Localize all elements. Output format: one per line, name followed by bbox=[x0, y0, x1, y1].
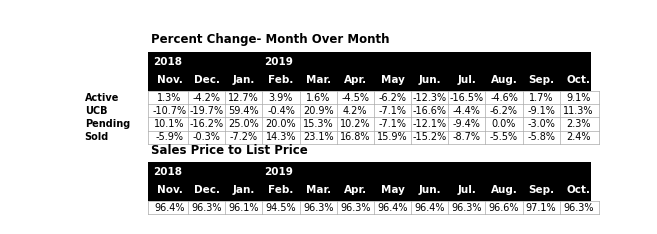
Text: -16.2%: -16.2% bbox=[190, 119, 223, 129]
Text: 96.3%: 96.3% bbox=[303, 203, 333, 213]
Text: 1.6%: 1.6% bbox=[306, 93, 330, 103]
Text: -4.6%: -4.6% bbox=[490, 93, 518, 103]
Text: 2.3%: 2.3% bbox=[566, 119, 591, 129]
Text: Aug.: Aug. bbox=[491, 75, 518, 85]
Text: 11.3%: 11.3% bbox=[563, 106, 593, 116]
Text: Apr.: Apr. bbox=[344, 75, 367, 85]
Text: -12.1%: -12.1% bbox=[413, 119, 447, 129]
Text: -9.4%: -9.4% bbox=[453, 119, 481, 129]
Text: 4.2%: 4.2% bbox=[343, 106, 367, 116]
Text: Feb.: Feb. bbox=[268, 185, 294, 195]
Text: -9.1%: -9.1% bbox=[527, 106, 555, 116]
Text: -12.3%: -12.3% bbox=[413, 93, 447, 103]
Bar bbox=[148, 52, 599, 91]
Text: -6.2%: -6.2% bbox=[490, 106, 518, 116]
Text: 16.8%: 16.8% bbox=[340, 132, 371, 143]
Text: 2019: 2019 bbox=[264, 57, 293, 67]
Text: 59.4%: 59.4% bbox=[229, 106, 259, 116]
Text: Sales Price to List Price: Sales Price to List Price bbox=[151, 144, 307, 157]
Text: Active: Active bbox=[85, 93, 119, 103]
Text: Jul.: Jul. bbox=[457, 75, 476, 85]
Text: 0.0%: 0.0% bbox=[492, 119, 516, 129]
Text: Apr.: Apr. bbox=[344, 185, 367, 195]
Text: -0.4%: -0.4% bbox=[267, 106, 295, 116]
Text: -4.4%: -4.4% bbox=[453, 106, 481, 116]
Text: -3.0%: -3.0% bbox=[527, 119, 555, 129]
Text: 1.3%: 1.3% bbox=[157, 93, 181, 103]
Text: 96.3%: 96.3% bbox=[563, 203, 593, 213]
Text: Mar.: Mar. bbox=[306, 75, 330, 85]
Text: 2018: 2018 bbox=[153, 57, 182, 67]
Text: UCB: UCB bbox=[85, 106, 107, 116]
Bar bbox=[148, 162, 599, 201]
Text: 94.5%: 94.5% bbox=[265, 203, 296, 213]
Text: 10.2%: 10.2% bbox=[340, 119, 371, 129]
Text: Oct.: Oct. bbox=[566, 185, 591, 195]
Text: Jan.: Jan. bbox=[233, 75, 255, 85]
Text: -7.2%: -7.2% bbox=[230, 132, 258, 143]
Text: -16.5%: -16.5% bbox=[450, 93, 484, 103]
Text: Jun.: Jun. bbox=[419, 75, 441, 85]
Text: Dec.: Dec. bbox=[194, 185, 219, 195]
Text: 97.1%: 97.1% bbox=[526, 203, 556, 213]
Text: Jun.: Jun. bbox=[419, 185, 441, 195]
Text: 96.1%: 96.1% bbox=[229, 203, 259, 213]
Text: 96.4%: 96.4% bbox=[154, 203, 185, 213]
Text: Sep.: Sep. bbox=[528, 185, 555, 195]
Text: Jul.: Jul. bbox=[457, 185, 476, 195]
Text: 25.0%: 25.0% bbox=[229, 119, 259, 129]
Text: 15.9%: 15.9% bbox=[377, 132, 408, 143]
Text: 3.9%: 3.9% bbox=[269, 93, 293, 103]
Text: 2018: 2018 bbox=[153, 167, 182, 177]
Text: 96.4%: 96.4% bbox=[377, 203, 408, 213]
Text: 96.3%: 96.3% bbox=[191, 203, 222, 213]
Text: Sep.: Sep. bbox=[528, 75, 555, 85]
Text: -6.2%: -6.2% bbox=[378, 93, 407, 103]
Text: Nov.: Nov. bbox=[156, 185, 183, 195]
Text: Nov.: Nov. bbox=[156, 75, 183, 85]
Text: 96.6%: 96.6% bbox=[489, 203, 519, 213]
Text: -8.7%: -8.7% bbox=[453, 132, 481, 143]
Text: -5.8%: -5.8% bbox=[527, 132, 555, 143]
Text: 14.3%: 14.3% bbox=[265, 132, 296, 143]
Text: 1.7%: 1.7% bbox=[529, 93, 553, 103]
Text: 20.0%: 20.0% bbox=[265, 119, 296, 129]
Text: Jan.: Jan. bbox=[233, 185, 255, 195]
Text: 23.1%: 23.1% bbox=[303, 132, 334, 143]
Text: -10.7%: -10.7% bbox=[152, 106, 187, 116]
Text: May: May bbox=[380, 185, 405, 195]
Text: 10.1%: 10.1% bbox=[154, 119, 185, 129]
Text: Pending: Pending bbox=[85, 119, 130, 129]
Text: 2019: 2019 bbox=[264, 167, 293, 177]
Text: -16.6%: -16.6% bbox=[413, 106, 447, 116]
Text: 2.4%: 2.4% bbox=[566, 132, 591, 143]
Text: -19.7%: -19.7% bbox=[190, 106, 223, 116]
Text: Aug.: Aug. bbox=[491, 185, 518, 195]
Text: Mar.: Mar. bbox=[306, 185, 330, 195]
Text: -4.5%: -4.5% bbox=[341, 93, 369, 103]
Text: Percent Change- Month Over Month: Percent Change- Month Over Month bbox=[151, 33, 390, 46]
Text: -7.1%: -7.1% bbox=[378, 106, 407, 116]
Text: -0.3%: -0.3% bbox=[193, 132, 221, 143]
Text: -5.5%: -5.5% bbox=[490, 132, 518, 143]
Text: -15.2%: -15.2% bbox=[413, 132, 447, 143]
Text: 96.4%: 96.4% bbox=[415, 203, 445, 213]
Text: 15.3%: 15.3% bbox=[303, 119, 334, 129]
Text: 96.3%: 96.3% bbox=[451, 203, 482, 213]
Text: -7.1%: -7.1% bbox=[378, 119, 407, 129]
Text: May: May bbox=[380, 75, 405, 85]
Text: Oct.: Oct. bbox=[566, 75, 591, 85]
Text: -4.2%: -4.2% bbox=[193, 93, 221, 103]
Text: Feb.: Feb. bbox=[268, 75, 294, 85]
Text: Dec.: Dec. bbox=[194, 75, 219, 85]
Text: 9.1%: 9.1% bbox=[566, 93, 591, 103]
Text: -5.9%: -5.9% bbox=[156, 132, 183, 143]
Text: 20.9%: 20.9% bbox=[303, 106, 334, 116]
Text: Sold: Sold bbox=[85, 132, 109, 143]
Text: 12.7%: 12.7% bbox=[229, 93, 259, 103]
Text: 96.3%: 96.3% bbox=[340, 203, 371, 213]
